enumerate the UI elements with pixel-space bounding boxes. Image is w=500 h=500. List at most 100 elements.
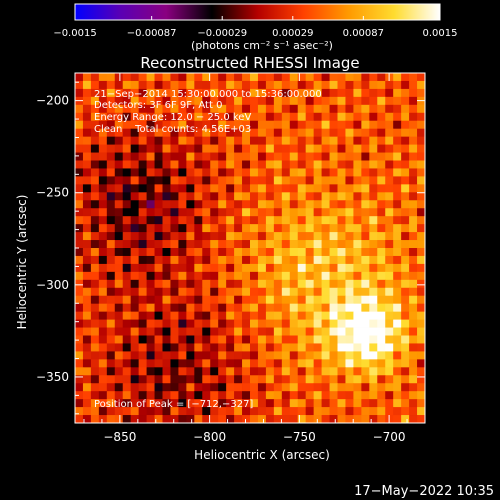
heatmap-cell — [90, 351, 100, 360]
heatmap-cell — [186, 73, 195, 82]
heatmap-cell — [130, 287, 140, 297]
heatmap-cell — [146, 232, 155, 241]
heatmap-cell — [98, 224, 108, 233]
heatmap-cell — [194, 176, 203, 185]
heatmap-cell — [82, 176, 92, 185]
heatmap-cell — [265, 128, 275, 138]
heatmap-cell — [122, 391, 132, 400]
heatmap-cell — [281, 327, 291, 336]
heatmap-cell — [289, 303, 299, 313]
heatmap-cell — [257, 112, 267, 122]
heatmap-cell — [210, 391, 219, 400]
heatmap-cell — [265, 255, 275, 265]
heatmap-cell — [82, 303, 92, 313]
heatmap-cell — [273, 96, 283, 106]
heatmap-cell — [162, 263, 171, 273]
heatmap-cell — [210, 279, 219, 289]
heatmap-cell — [178, 271, 187, 281]
heatmap-cell — [146, 184, 155, 193]
heatmap-cell — [98, 216, 108, 225]
heatmap-cell — [226, 391, 235, 400]
chart-title: Reconstructed RHESSI Image — [140, 54, 359, 72]
heatmap-cell — [114, 73, 124, 82]
heatmap-cell — [98, 351, 108, 360]
heatmap-cell — [353, 311, 362, 320]
heatmap-cell — [361, 232, 370, 241]
heatmap-cell — [393, 367, 402, 376]
heatmap-cell — [130, 128, 140, 138]
heatmap-cell — [154, 96, 163, 106]
heatmap-cell — [130, 303, 140, 313]
heatmap-cell — [409, 136, 418, 145]
heatmap-cell — [313, 144, 322, 153]
heatmap-cell — [377, 208, 386, 217]
heatmap-cell — [393, 335, 402, 344]
heatmap-cell — [361, 271, 370, 281]
heatmap-cell — [130, 240, 140, 249]
heatmap-cell — [75, 375, 84, 384]
heatmap-cell — [385, 383, 394, 392]
heatmap-cell — [361, 303, 370, 313]
heatmap-cell — [377, 335, 386, 344]
heatmap-cell — [122, 208, 132, 217]
heatmap-cell — [82, 128, 92, 138]
heatmap-cell — [138, 391, 147, 400]
heatmap-cell — [114, 279, 124, 289]
heatmap-cell — [321, 375, 330, 384]
heatmap-cell — [242, 279, 251, 289]
heatmap-cell — [130, 224, 140, 233]
heatmap-cell — [361, 343, 370, 352]
heatmap-cell — [242, 359, 251, 368]
heatmap-cell — [138, 144, 147, 153]
heatmap-cell — [146, 319, 155, 328]
heatmap-cell — [130, 152, 140, 161]
heatmap-cell — [313, 255, 322, 265]
heatmap-cell — [273, 192, 283, 201]
heatmap-cell — [297, 240, 307, 249]
heatmap-cell — [313, 120, 322, 130]
heatmap-cell — [281, 192, 291, 201]
heatmap-cell — [393, 224, 402, 233]
heatmap-cell — [409, 88, 418, 98]
heatmap-cell — [138, 120, 147, 130]
heatmap-cell — [154, 271, 163, 281]
heatmap-cell — [194, 192, 203, 201]
heatmap-cell — [353, 208, 362, 217]
heatmap-cell — [313, 104, 322, 114]
heatmap-cell — [186, 96, 195, 106]
heatmap-cell — [82, 375, 92, 384]
heatmap-cell — [146, 407, 155, 416]
heatmap-cell — [297, 311, 307, 320]
heatmap-cell — [409, 248, 418, 257]
heatmap-cell — [154, 248, 163, 257]
heatmap-cell — [178, 383, 187, 392]
heatmap-cell — [305, 136, 315, 145]
heatmap-cell — [265, 88, 275, 98]
heatmap-cell — [257, 88, 267, 98]
heatmap-cell — [130, 383, 140, 392]
heatmap-cell — [401, 80, 410, 90]
heatmap-cell — [329, 271, 338, 281]
heatmap-cell — [106, 216, 116, 225]
heatmap-cell — [337, 104, 346, 114]
heatmap-cell — [210, 327, 219, 336]
heatmap-cell — [226, 359, 235, 368]
heatmap-cell — [186, 407, 195, 416]
heatmap-cell — [305, 88, 315, 98]
heatmap-cell — [401, 248, 410, 257]
heatmap-cell — [90, 136, 100, 145]
heatmap-cell — [242, 263, 251, 273]
heatmap-cell — [154, 104, 163, 114]
heatmap-cell — [226, 224, 235, 233]
heatmap-cell — [210, 136, 219, 145]
heatmap-cell — [369, 255, 378, 265]
heatmap-cell — [305, 128, 315, 138]
heatmap-cell — [170, 303, 179, 313]
heatmap-cell — [178, 343, 187, 352]
heatmap-cell — [202, 271, 211, 281]
heatmap-cell — [146, 240, 155, 249]
heatmap-cell — [281, 144, 291, 153]
heatmap-cell — [353, 367, 362, 376]
colorbar-tick-label: −0.00029 — [197, 28, 247, 39]
heatmap-cell — [194, 80, 203, 90]
